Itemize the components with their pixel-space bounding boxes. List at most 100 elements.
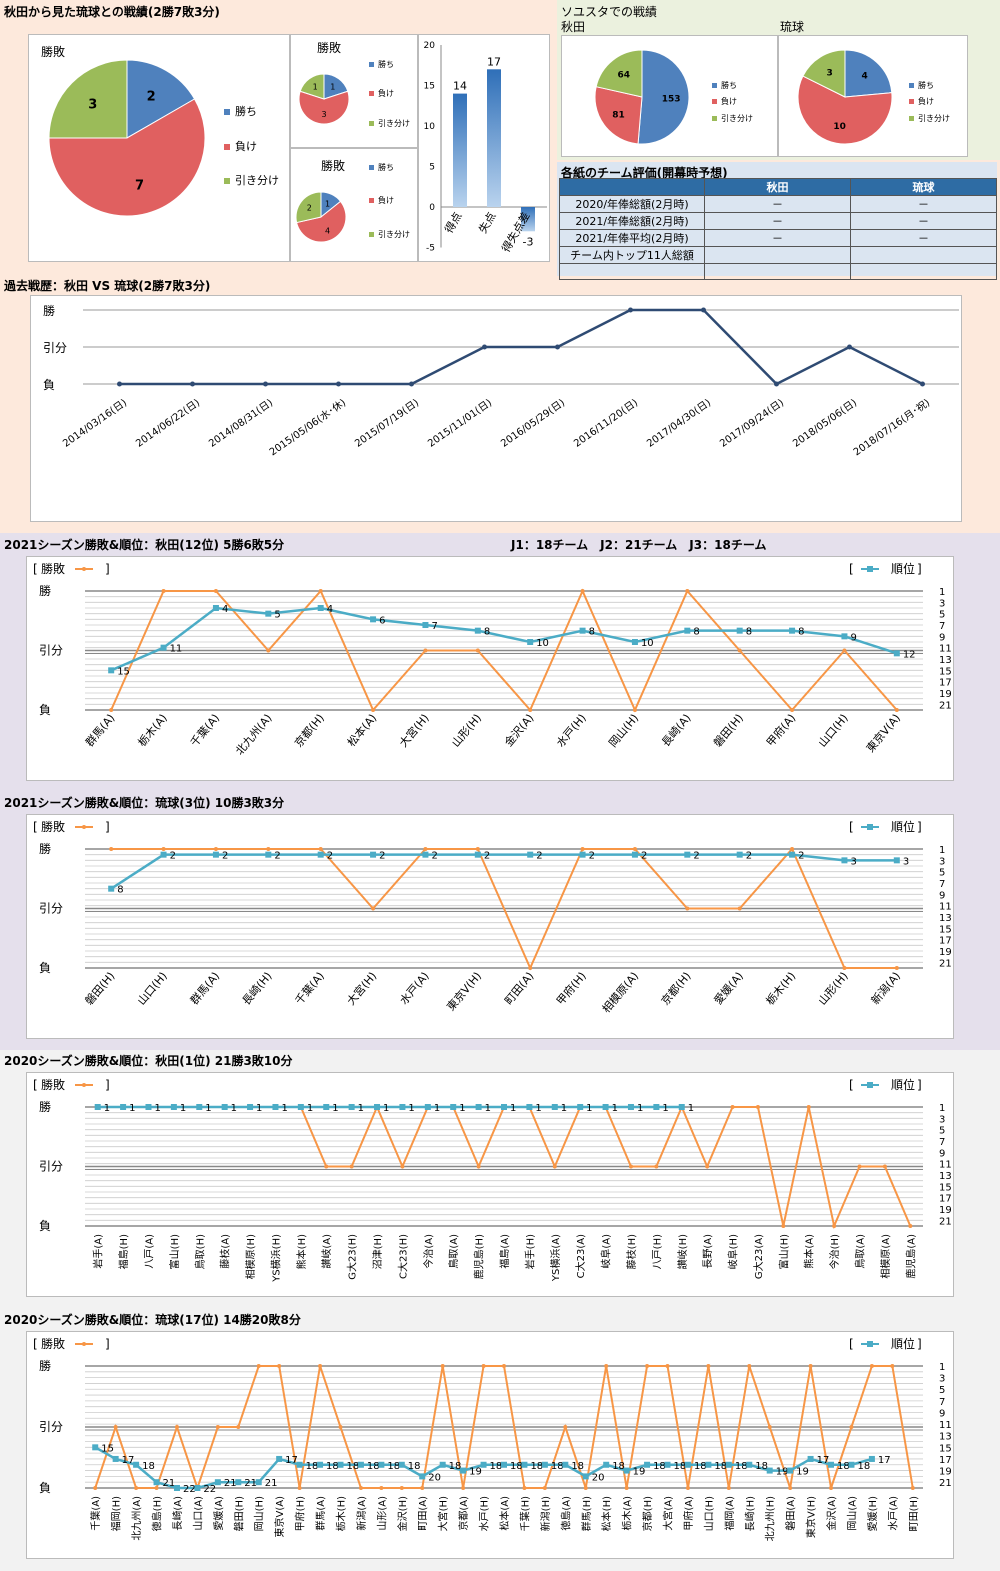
result-point-32 [908, 1224, 913, 1228]
rank-point-11 [684, 627, 691, 634]
bar-2 [521, 207, 535, 232]
rank-tick: 13 [939, 1171, 952, 1182]
result-point-7 [475, 847, 480, 851]
rank-label-28: 18 [674, 1461, 687, 1472]
legend-swatch-1 [909, 99, 914, 104]
result-ylabel-0: 勝 [39, 583, 51, 598]
legend-label-2: 引き分け [918, 114, 950, 123]
rank-point-6 [214, 1479, 221, 1486]
rank-point-20 [501, 1461, 507, 1468]
pie-label-0: 2 [147, 90, 156, 105]
rank-point-2 [212, 851, 219, 858]
akita2021-box: 1 3 5 7 9 11 13 15 17 19 21 勝引分負[勝敗][順位] 15 11 4 5 4 6 7 8 1… [26, 556, 954, 781]
rank-point-5 [194, 1485, 201, 1491]
result-point-7 [236, 1425, 241, 1429]
category-label-1: 栃木(A) [135, 711, 170, 749]
rank-label-9: 8 [589, 627, 595, 638]
rank-label-3: 5 [274, 610, 280, 621]
category-label-27: 富山(H) [777, 1234, 790, 1269]
rank-label-10: 10 [641, 638, 654, 649]
category-label-1: 福岡(H) [110, 1496, 123, 1531]
result-point-15 [894, 708, 899, 712]
small-pie2-title: 勝敗 [321, 159, 346, 173]
result-point-3 [266, 847, 271, 851]
legend-label-1: 負け [378, 195, 394, 205]
rank-label-12: 2 [746, 851, 752, 862]
rank-tick: 5 [939, 1385, 945, 1396]
result-point-2 [213, 847, 218, 851]
rank-point-0 [94, 1104, 101, 1110]
rank-label-9: 17 [285, 1455, 298, 1466]
pie-label-2: 3 [88, 97, 97, 112]
result-point-18 [552, 1164, 557, 1169]
rank-label-4: 4 [327, 604, 333, 615]
result-point-31 [882, 1164, 887, 1169]
rank-tick: 5 [939, 868, 945, 879]
rank-label-19: 1 [586, 1103, 592, 1114]
rank-point-27 [644, 1461, 651, 1468]
rank-point-13 [789, 851, 796, 858]
rank-point-10 [631, 639, 638, 645]
rank-tick: 11 [939, 644, 952, 655]
rank-point-2 [145, 1104, 152, 1110]
legend-rank-close: ] [917, 1337, 922, 1351]
result-point-29 [685, 1486, 690, 1490]
result-point-30 [706, 1364, 711, 1368]
rank-point-8 [527, 639, 534, 645]
rank-point-19 [480, 1461, 487, 1468]
legend-label-1: 負け [721, 96, 737, 106]
rank-label-5: 2 [379, 851, 385, 862]
history-line [119, 308, 924, 386]
legend-swatch-2 [909, 116, 914, 121]
result-ylabel-0: 勝 [39, 1099, 51, 1114]
result-point-4 [318, 847, 323, 851]
rank-point-25 [603, 1461, 610, 1468]
rank-label-10: 1 [358, 1103, 364, 1114]
rank-label-33: 19 [776, 1467, 789, 1478]
category-label-36: 金沢(A) [825, 1496, 838, 1531]
result-point-28 [665, 1364, 670, 1368]
history-date-4: 2015/07/19(日) [353, 397, 421, 449]
legend-result-open: [ [33, 1078, 38, 1092]
pie-label-0: 1 [325, 199, 330, 208]
rank-point-5 [221, 1104, 228, 1110]
eval-cell: チーム内トップ11人総額 [559, 246, 705, 264]
bar-ytick: 10 [424, 122, 436, 132]
category-label-13: 今治(A) [422, 1234, 435, 1269]
rank-label-2: 2 [222, 851, 228, 862]
category-label-9: 讃岐(A) [320, 1234, 333, 1269]
category-label-12: C大23(H) [396, 1234, 409, 1279]
rank-label-15: 3 [903, 856, 909, 867]
eval-row [559, 263, 997, 280]
category-label-21: 千葉(H) [518, 1496, 531, 1531]
rank-label-38: 17 [878, 1455, 891, 1466]
rank-tick: 13 [939, 655, 952, 666]
result-point-13 [358, 1486, 363, 1490]
category-label-28: 熊本(A) [803, 1234, 816, 1269]
eval-cell: － [850, 212, 997, 230]
result-ylabel-2: 負 [39, 703, 51, 717]
category-label-26: 栃木(A) [621, 1496, 634, 1531]
result-ylabel-2: 負 [39, 1481, 51, 1495]
rank-point-16 [501, 1104, 507, 1110]
rank-point-14 [841, 857, 848, 864]
category-label-35: 東京V(H) [805, 1496, 818, 1538]
rank-point-9 [323, 1104, 330, 1110]
rank-label-22: 1 [662, 1103, 668, 1114]
rank-label-23: 1 [688, 1103, 694, 1114]
result-point-11 [685, 906, 690, 911]
rank-label-22: 18 [551, 1461, 564, 1472]
rank-tick: 15 [939, 666, 952, 677]
rank-label-14: 9 [850, 632, 856, 643]
result-ylabel-0: 勝 [39, 841, 51, 856]
result-point-20 [502, 1364, 506, 1368]
category-label-22: 八戸(H) [651, 1234, 663, 1269]
rank-label-6: 1 [256, 1103, 262, 1114]
rank-label-11: 18 [326, 1461, 339, 1472]
pie-label-1: 3 [321, 110, 326, 119]
history-ylabel-1: 引分 [43, 341, 67, 355]
rank-label-20: 1 [612, 1103, 618, 1114]
category-label-7: 磐田(H) [232, 1496, 245, 1531]
eval-cell [559, 263, 705, 280]
